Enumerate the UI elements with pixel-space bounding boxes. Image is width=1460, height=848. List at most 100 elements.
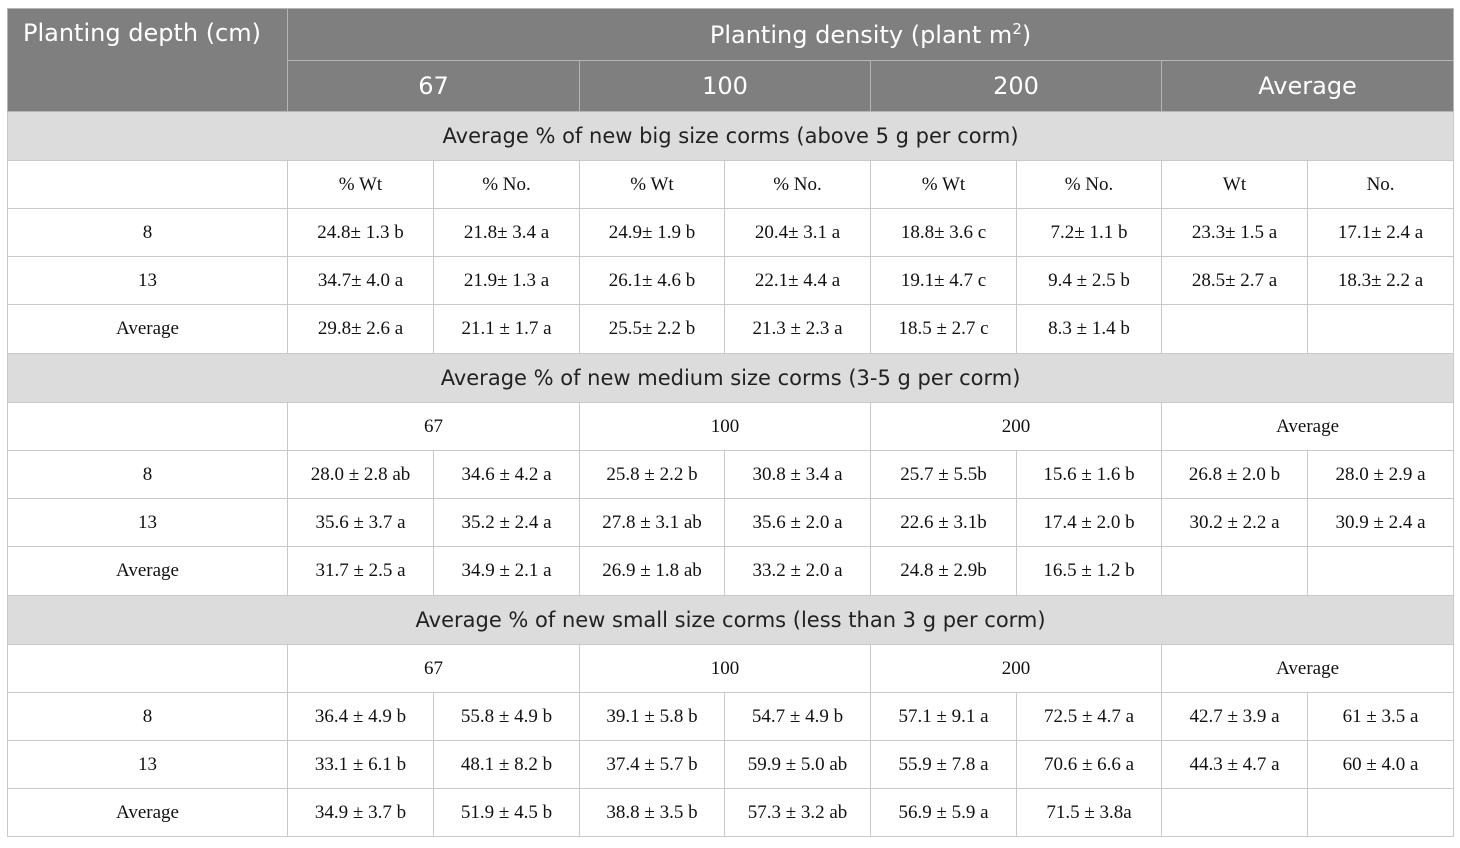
section-title-medium: Average % of new medium size corms (3-5 … (6, 353, 1455, 403)
table-row: 8 36.4 ± 4.9 b 55.8 ± 4.9 b 39.1 ± 5.8 b… (7, 692, 1455, 741)
table-cell: 28.5± 2.7 a (1161, 256, 1308, 305)
subheader-row: % Wt % No. % Wt % No. % Wt % No. Wt No. (7, 160, 1455, 209)
table-cell: 33.1 ± 6.1 b (287, 740, 434, 789)
row-label: Average (7, 304, 288, 354)
row-label: Average (7, 546, 288, 596)
table-row: 13 33.1 ± 6.1 b 48.1 ± 8.2 b 37.4 ± 5.7 … (7, 740, 1455, 789)
table-cell: 31.7 ± 2.5 a (287, 546, 434, 596)
table-cell: 44.3 ± 4.7 a (1161, 740, 1308, 789)
table-row: Average 34.9 ± 3.7 b 51.9 ± 4.5 b 38.8 ±… (7, 788, 1455, 837)
subheader-cell: 67 (287, 644, 580, 693)
table-cell-empty (7, 160, 288, 209)
table-cell: 15.6 ± 1.6 b (1016, 450, 1162, 499)
row-label: 13 (7, 256, 288, 305)
table-cell: 19.1± 4.7 c (870, 256, 1017, 305)
corm-data-table: Planting depth (cm) Planting density (pl… (6, 8, 1455, 837)
table-cell: 28.0 ± 2.9 a (1306, 450, 1455, 499)
subheader-cell: 67 (287, 402, 580, 451)
table-cell: 21.3 ± 2.3 a (724, 304, 871, 354)
row-label: 8 (7, 208, 288, 257)
subheader-cell: Wt (1161, 160, 1308, 209)
table-cell: 18.8± 3.6 c (870, 208, 1017, 257)
table-cell: 56.9 ± 5.9 a (870, 788, 1017, 837)
section-title-big: Average % of new big size corms (above 5… (6, 111, 1455, 161)
density-col-average: Average (1160, 60, 1455, 112)
table-cell: 7.2± 1.1 b (1016, 208, 1162, 257)
subheader-cell: 100 (579, 644, 871, 693)
table-cell: 17.4 ± 2.0 b (1016, 498, 1162, 547)
table-cell: 21.9± 1.3 a (433, 256, 580, 305)
table-cell: 54.7 ± 4.9 b (724, 692, 871, 741)
table-cell (1306, 304, 1455, 354)
table-cell: 28.0 ± 2.8 ab (287, 450, 434, 499)
table-row: Average 29.8± 2.6 a 21.1 ± 1.7 a 25.5± 2… (7, 304, 1455, 354)
row-label: 8 (7, 692, 288, 741)
table-row: Average 31.7 ± 2.5 a 34.9 ± 2.1 a 26.9 ±… (7, 546, 1455, 596)
subheader-row: 67 100 200 Average (7, 644, 1455, 693)
table-cell: 24.9± 1.9 b (579, 208, 725, 257)
table-cell: 61 ± 3.5 a (1306, 692, 1455, 741)
density-col-67: 67 (287, 60, 580, 112)
table-cell: 57.3 ± 3.2 ab (724, 788, 871, 837)
table-cell (1306, 788, 1455, 837)
table-cell: 16.5 ± 1.2 b (1016, 546, 1162, 596)
table-cell: 35.2 ± 2.4 a (433, 498, 580, 547)
table-cell: 34.9 ± 3.7 b (287, 788, 434, 837)
table-cell: 48.1 ± 8.2 b (433, 740, 580, 789)
section-title-row: Average % of new big size corms (above 5… (6, 111, 1455, 161)
subheader-cell: 200 (870, 644, 1162, 693)
table-cell-empty (7, 644, 288, 693)
table-cell: 22.1± 4.4 a (724, 256, 871, 305)
table-cell: 42.7 ± 3.9 a (1161, 692, 1308, 741)
table-cell: 25.8 ± 2.2 b (579, 450, 725, 499)
planting-density-header: Planting density (plant m2) (286, 8, 1455, 61)
table-cell (1161, 788, 1308, 837)
subheader-row: 67 100 200 Average (7, 402, 1455, 451)
table-cell: 30.9 ± 2.4 a (1306, 498, 1455, 547)
row-label: 13 (7, 498, 288, 547)
table-cell: 25.5± 2.2 b (579, 304, 725, 354)
table-cell: 30.2 ± 2.2 a (1161, 498, 1308, 547)
subheader-cell: % Wt (287, 160, 434, 209)
subheader-cell: Average (1160, 402, 1455, 451)
subheader-cell: % Wt (579, 160, 725, 209)
table-cell: 29.8± 2.6 a (287, 304, 434, 354)
table-cell: 35.6 ± 3.7 a (287, 498, 434, 547)
header-row-1: Planting depth (cm) Planting density (pl… (7, 8, 1455, 112)
row-label: 8 (7, 450, 288, 499)
table-cell: 57.1 ± 9.1 a (870, 692, 1017, 741)
table-cell: 39.1 ± 5.8 b (579, 692, 725, 741)
density-col-100: 100 (579, 60, 871, 112)
table-cell: 17.1± 2.4 a (1306, 208, 1455, 257)
table-cell: 8.3 ± 1.4 b (1016, 304, 1162, 354)
table-cell: 35.6 ± 2.0 a (724, 498, 871, 547)
table-cell: 24.8 ± 2.9b (870, 546, 1017, 596)
table-row: 8 28.0 ± 2.8 ab 34.6 ± 4.2 a 25.8 ± 2.2 … (7, 450, 1455, 499)
section-title-small: Average % of new small size corms (less … (6, 595, 1455, 645)
table-cell: 70.6 ± 6.6 a (1016, 740, 1162, 789)
table-cell: 72.5 ± 4.7 a (1016, 692, 1162, 741)
table-cell: 33.2 ± 2.0 a (724, 546, 871, 596)
table-cell: 36.4 ± 4.9 b (287, 692, 434, 741)
table-row: 13 35.6 ± 3.7 a 35.2 ± 2.4 a 27.8 ± 3.1 … (7, 498, 1455, 547)
table-cell: 71.5 ± 3.8a (1016, 788, 1162, 837)
subheader-cell: 100 (579, 402, 871, 451)
table-cell: 23.3± 1.5 a (1161, 208, 1308, 257)
table-cell: 26.8 ± 2.0 b (1161, 450, 1308, 499)
table-cell (1161, 546, 1308, 596)
table-row: 8 24.8± 1.3 b 21.8± 3.4 a 24.9± 1.9 b 20… (7, 208, 1455, 257)
table-cell: 25.7 ± 5.5b (870, 450, 1017, 499)
table-cell-empty (7, 402, 288, 451)
table-cell: 51.9 ± 4.5 b (433, 788, 580, 837)
table-cell: 37.4 ± 5.7 b (579, 740, 725, 789)
table-cell: 22.6 ± 3.1b (870, 498, 1017, 547)
table-cell: 21.8± 3.4 a (433, 208, 580, 257)
subheader-cell: % No. (724, 160, 871, 209)
subheader-cell: % Wt (870, 160, 1017, 209)
table-cell: 26.1± 4.6 b (579, 256, 725, 305)
row-label: Average (7, 788, 288, 837)
table-cell (1306, 546, 1455, 596)
section-title-row: Average % of new medium size corms (3-5 … (6, 353, 1455, 403)
table-cell: 34.7± 4.0 a (287, 256, 434, 305)
table-cell: 55.8 ± 4.9 b (433, 692, 580, 741)
